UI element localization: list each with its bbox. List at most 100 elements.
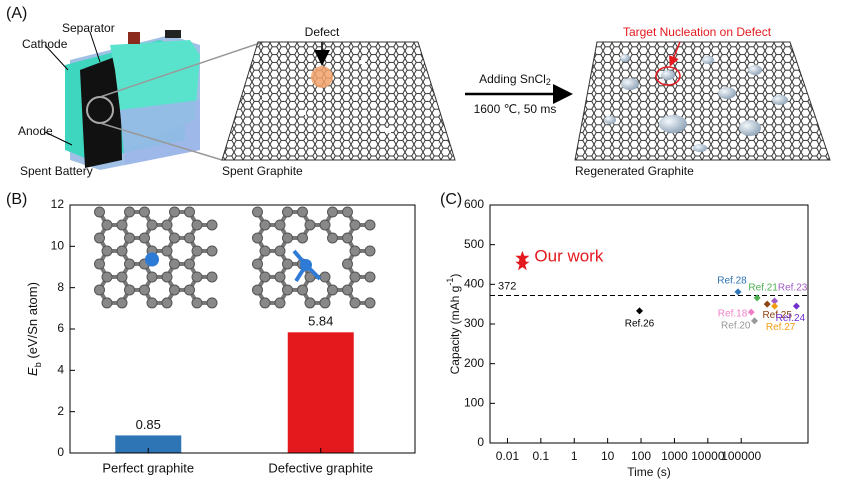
sn-atom <box>145 252 159 267</box>
data-point <box>771 297 779 305</box>
atom <box>327 206 338 218</box>
atom <box>327 232 338 244</box>
atom <box>116 219 128 231</box>
spent-graphite-sheet <box>221 41 456 161</box>
regenerated-graphite-sheet <box>574 41 831 161</box>
y-tick-label: 600 <box>464 197 484 211</box>
data-point <box>792 302 800 310</box>
atom <box>364 271 376 283</box>
atom <box>319 271 331 283</box>
atom <box>304 297 316 309</box>
atom <box>116 297 128 309</box>
atom <box>319 297 331 309</box>
atom <box>101 297 113 309</box>
arrow-label: Adding SnCl2 <box>479 72 551 87</box>
atom <box>327 284 338 296</box>
atom <box>101 271 113 283</box>
atom <box>319 219 331 231</box>
data-point <box>751 317 759 325</box>
atom <box>161 219 173 231</box>
atom <box>191 219 203 231</box>
atom <box>274 245 286 257</box>
atom <box>274 219 286 231</box>
y-tick-label: 500 <box>464 237 484 251</box>
atom <box>252 258 263 270</box>
x-tick-label: 100000 <box>721 449 761 463</box>
y-axis-label: Capacity (mAh g-1) <box>445 274 462 375</box>
atom <box>169 206 180 218</box>
panel-label: (B) <box>6 191 27 208</box>
atom <box>146 219 158 231</box>
axes-frame <box>69 204 416 454</box>
y-tick-label: 6 <box>57 321 64 335</box>
atom <box>297 206 308 218</box>
y-tick-label: 0 <box>57 445 64 459</box>
legend-label: Ref.20 <box>721 320 751 331</box>
x-tick-label: 100 <box>631 449 651 463</box>
atom <box>252 232 263 244</box>
atom <box>349 219 361 231</box>
atom <box>161 271 173 283</box>
atom <box>274 297 286 309</box>
atom <box>191 271 203 283</box>
x-tick-label: 1 <box>571 449 578 463</box>
atom <box>252 284 263 296</box>
atom <box>364 297 376 309</box>
atom <box>94 232 105 244</box>
atom <box>94 206 105 218</box>
atom <box>124 284 135 296</box>
atom <box>364 219 376 231</box>
y-axis-label-part: E <box>25 367 40 376</box>
atom <box>282 284 293 296</box>
atom <box>139 232 150 244</box>
atom <box>206 245 218 257</box>
battery-label: Separator <box>62 21 115 35</box>
reference-label: 372 <box>498 280 516 292</box>
defect-label: Defect <box>305 25 340 39</box>
atom <box>274 271 286 283</box>
arrow-label-sub: 2 <box>546 77 551 87</box>
y-axis-label-part: ) <box>448 274 462 278</box>
data-point <box>771 302 779 310</box>
legend-label: Ref.21 <box>748 282 778 293</box>
legend-label: Ref.18 <box>718 309 748 320</box>
atom <box>297 284 308 296</box>
atom <box>297 232 308 244</box>
y-tick-label: 10 <box>51 239 65 253</box>
data-point <box>734 288 742 296</box>
atom <box>116 271 128 283</box>
atom <box>184 284 195 296</box>
atom <box>116 245 128 257</box>
atom <box>349 297 361 309</box>
legend-label: Ref.25 <box>762 310 792 321</box>
y-tick-label: 200 <box>464 356 484 370</box>
battery-illustration <box>44 30 264 170</box>
data-point <box>636 307 644 315</box>
battery-label: Anode <box>18 124 53 138</box>
atom <box>364 245 376 257</box>
y-axis-label-part: b <box>33 362 43 367</box>
panel-label: (A) <box>6 5 27 22</box>
atom <box>169 258 180 270</box>
atom <box>191 297 203 309</box>
y-tick-label: 12 <box>51 197 65 211</box>
atom <box>161 245 173 257</box>
atom <box>184 206 195 218</box>
legend-label: Ref.27 <box>766 322 796 333</box>
y-tick-label: 300 <box>464 316 484 330</box>
data-point <box>753 294 761 302</box>
arrow-label: 1600 ℃, 50 ms <box>474 102 557 116</box>
y-axis-label-part: Capacity (mAh g <box>448 286 462 375</box>
sn-atom <box>300 259 312 271</box>
x-tick-label: 1000 <box>661 449 688 463</box>
atom <box>282 232 293 244</box>
atom <box>161 297 173 309</box>
atom <box>342 232 353 244</box>
atom <box>184 258 195 270</box>
target-label: Target Nucleation on Defect <box>623 25 772 39</box>
y-axis-label-part: -1 <box>445 278 455 286</box>
atom <box>169 284 180 296</box>
atom <box>184 232 195 244</box>
atom <box>342 258 353 270</box>
